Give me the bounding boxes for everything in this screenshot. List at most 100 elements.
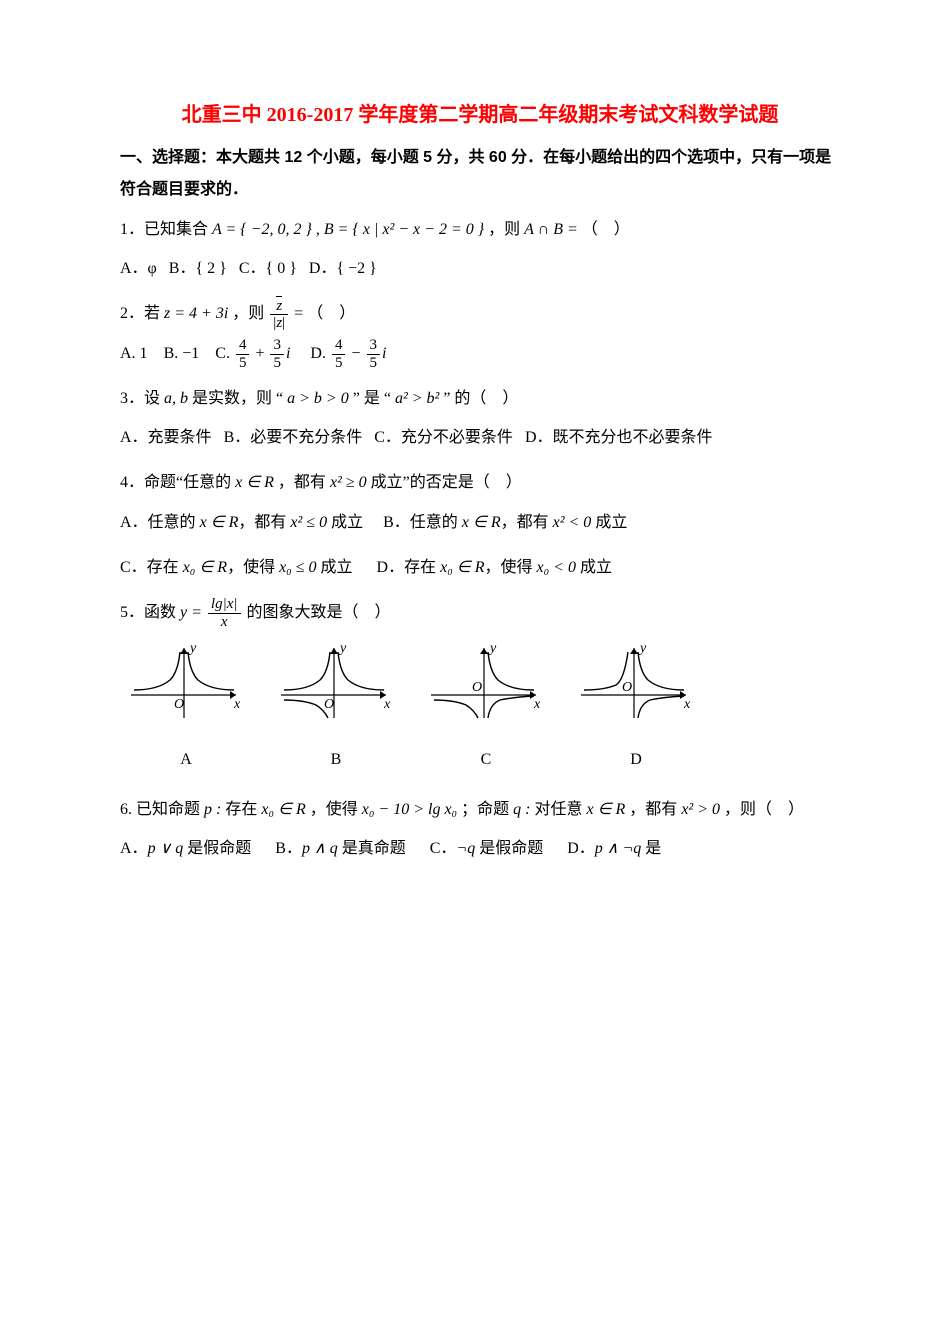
q2-opt-a: A. 1 xyxy=(120,345,148,362)
q6-stem-a: 6. 已知命题 xyxy=(120,801,204,818)
chart-a-wrap: yxO A xyxy=(126,640,246,777)
q4c-cond: x₀ ≤ 0 xyxy=(279,559,316,576)
svg-text:y: y xyxy=(488,641,497,656)
q1-opt-a: A．φ xyxy=(120,260,157,277)
q6c-b: 是假命题 xyxy=(475,840,543,857)
q5-stem-b: 的图象大致是（ ） xyxy=(247,604,391,621)
svg-text:x: x xyxy=(383,697,391,712)
q2-i-c: i xyxy=(286,345,290,362)
question-5: 5．函数 y = lg|x| x 的图象大致是（ ） xyxy=(120,595,840,630)
q3-stem-b: 是实数，则 “ xyxy=(192,390,283,407)
question-1: 1．已知集合 A = { −2, 0, 2 } , B = { x | x² −… xyxy=(120,212,840,247)
q3-opt-d: D．既不充分也不必要条件 xyxy=(525,429,713,446)
q6-condp: x₀ − 10 > lg x₀ xyxy=(362,801,457,818)
q3-ab: a, b xyxy=(164,390,188,407)
q4c-b: ，使得 xyxy=(227,559,279,576)
q4d-b: ，使得 xyxy=(484,559,536,576)
q6-stem-f: ，都有 xyxy=(629,801,681,818)
q6c-a: C． xyxy=(430,840,457,857)
q4b-c: 成立 xyxy=(591,514,627,531)
q2-eq: = （ ） xyxy=(294,305,355,322)
q4a-b: ，都有 xyxy=(238,514,290,531)
chart-c-wrap: yxO C xyxy=(426,640,546,777)
q4c-a: C．存在 xyxy=(120,559,183,576)
q3-stem-a: 3．设 xyxy=(120,390,164,407)
q1-set-b-cond: x | x² − x − 2 = 0 xyxy=(363,221,474,238)
svg-text:y: y xyxy=(338,641,347,656)
q4-stem-c: 成立”的否定是（ ） xyxy=(371,474,522,491)
q4a-xr: x ∈ R xyxy=(200,514,239,531)
q6c-expr: ¬q xyxy=(456,840,475,857)
chart-b: y x O xyxy=(276,640,396,725)
q3-opt-b: B．必要不充分条件 xyxy=(224,429,363,446)
q4d-a: D．存在 xyxy=(377,559,441,576)
q3-opt-c: C．充分不必要条件 xyxy=(374,429,513,446)
section-1-header: 一、选择题：本大题共 12 个小题，每小题 5 分，共 60 分．在每小题给出的… xyxy=(120,142,840,206)
q6-q: q : xyxy=(513,801,530,818)
question-3: 3．设 a, b 是实数，则 “ a > b > 0 ” 是 “ a² > b²… xyxy=(120,381,840,416)
q6-stem-b: 存在 xyxy=(225,801,261,818)
q4b-b: ，都有 xyxy=(501,514,553,531)
q6b-a: B． xyxy=(275,840,302,857)
q1-stem-a: 1．已知集合 xyxy=(120,221,212,238)
q2-stem-b: ，则 xyxy=(232,305,268,322)
q1-opt-c: C．{ 0 } xyxy=(239,260,297,277)
q2-frac-zbar: z |z| xyxy=(270,298,288,332)
q3-stem-c: ” 是 “ xyxy=(353,390,391,407)
chart-c-label: C xyxy=(426,742,546,777)
chart-d-label: D xyxy=(576,742,696,777)
q6d-b: 是 xyxy=(641,840,661,857)
chart-c: yxO xyxy=(426,640,546,725)
q2-i-d: i xyxy=(382,345,386,362)
q4a-cond: x² ≤ 0 xyxy=(290,514,327,531)
q2-frac-c2: 35 xyxy=(270,337,284,371)
exam-title: 北重三中 2016-2017 学年度第二学期高二年级期末考试文科数学试题 xyxy=(120,100,840,130)
q4c-x0r: x₀ ∈ R xyxy=(183,559,227,576)
question-6: 6. 已知命题 p : 存在 x₀ ∈ R ，使得 x₀ − 10 > lg x… xyxy=(120,792,840,827)
q1-set-b-prefix: B = { xyxy=(324,221,363,238)
q6-stem-e: 对任意 xyxy=(534,801,586,818)
q1-set-b-suffix: } xyxy=(474,221,484,238)
q1-paren: （ ） xyxy=(582,221,630,238)
svg-text:y: y xyxy=(188,641,197,656)
q2-opt-d-pre: D. xyxy=(310,345,330,362)
q4-cond: x² ≥ 0 xyxy=(330,474,367,491)
q6a-b: 是假命题 xyxy=(183,840,251,857)
q5-func-pre: y = xyxy=(180,604,206,621)
chart-a: yxO xyxy=(126,640,246,725)
q3-cond1: a > b > 0 xyxy=(287,390,349,407)
q2-opt-c-pre: C. xyxy=(215,345,234,362)
q6b-b: 是真命题 xyxy=(338,840,406,857)
q5-frac: lg|x| x xyxy=(208,596,241,630)
question-4: 4．命题“任意的 x ∈ R ，都有 x² ≥ 0 成立”的否定是（ ） xyxy=(120,465,840,500)
q6-condq: x² > 0 xyxy=(681,801,720,818)
q3-cond2: a² > b² xyxy=(395,390,439,407)
q4a-c: 成立 xyxy=(327,514,363,531)
chart-b-label: B xyxy=(276,742,396,777)
q6-x0r: x₀ ∈ R xyxy=(261,801,305,818)
q6-xr: x ∈ R xyxy=(586,801,625,818)
q6b-expr: p ∧ q xyxy=(302,840,338,857)
q4-stem-a: 4．命题“任意的 xyxy=(120,474,235,491)
q3-opt-a: A．充要条件 xyxy=(120,429,212,446)
q6d-expr: p ∧ ¬q xyxy=(595,840,642,857)
q2-options: A. 1 B. −1 C. 45 + 35i D. 45 − 35i xyxy=(120,336,840,371)
svg-text:O: O xyxy=(324,697,334,712)
q1-set-a: A = { −2, 0, 2 } xyxy=(212,221,312,238)
q6-p: p : xyxy=(204,801,221,818)
svg-text:O: O xyxy=(174,697,184,712)
q2-frac-d2: 35 xyxy=(367,337,381,371)
q2-frac-c1: 45 xyxy=(236,337,250,371)
chart-b-wrap: y x O B xyxy=(276,640,396,777)
q4b-xr: x ∈ R xyxy=(462,514,501,531)
svg-text:O: O xyxy=(622,680,632,695)
q6-stem-c: ，使得 xyxy=(310,801,362,818)
q1-sep: , xyxy=(316,221,324,238)
q5-stem-a: 5．函数 xyxy=(120,604,180,621)
q3-options: A．充要条件 B．必要不充分条件 C．充分不必要条件 D．既不充分也不必要条件 xyxy=(120,420,840,455)
svg-text:x: x xyxy=(683,697,691,712)
q4-xr: x ∈ R xyxy=(235,474,274,491)
q2-plus: + xyxy=(255,345,268,362)
q1-opt-d: D．{ −2 } xyxy=(309,260,377,277)
q2-frac-d1: 45 xyxy=(332,337,346,371)
